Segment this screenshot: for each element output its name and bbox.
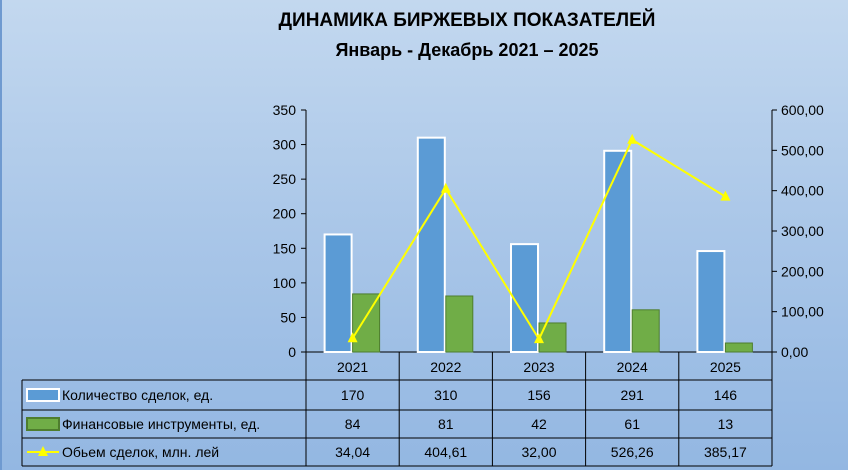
bar-instruments-2024 [631,309,660,353]
legend-label: Финансовые инструменты, ед. [62,416,260,432]
legend-key-0 [26,388,60,402]
data-label: 13 [718,416,734,432]
data-label: 310 [434,387,458,403]
marker-volume-2021 [347,332,358,343]
data-label: 84 [345,416,361,432]
left-tick-label: 250 [273,171,297,187]
bar-count-2021 [323,233,353,353]
bar-count-2022 [416,136,446,353]
data-label: 385,17 [704,444,747,460]
right-tick-label: 500,00 [781,142,824,158]
bar-count-2025 [696,250,726,353]
bar-instruments-2022 [445,295,474,353]
left-tick-label: 150 [273,240,297,256]
right-tick-label: 200,00 [781,263,824,279]
left-tick-label: 0 [288,344,296,360]
x-tick-label: 2022 [430,359,461,375]
data-label: 146 [714,387,738,403]
marker-volume-2025 [720,190,731,201]
x-tick-label: 2025 [710,359,741,375]
chart-subtitle: Январь - Декабрь 2021 – 2025 [335,40,599,60]
left-tick-label: 100 [273,275,297,291]
right-tick-label: 400,00 [781,183,824,199]
data-label: 170 [341,387,365,403]
bar-instruments-2025 [724,342,753,353]
x-tick-label: 2024 [617,359,648,375]
data-label: 61 [624,416,640,432]
bar-instruments-2023 [538,322,567,353]
legend-key-marker [38,446,48,456]
left-tick-label: 200 [273,206,297,222]
x-tick-label: 2023 [523,359,554,375]
data-label: 526,26 [611,444,654,460]
right-tick-label: 100,00 [781,304,824,320]
data-label: 32,00 [521,444,556,460]
bar-count-2023 [510,243,539,353]
left-tick-label: 50 [280,309,296,325]
data-label: 42 [531,416,547,432]
data-label: 156 [527,387,551,403]
right-tick-label: 300,00 [781,223,824,239]
left-tick-label: 350 [273,102,297,118]
marker-volume-2023 [534,333,544,344]
chart-title: ДИНАМИКА БИРЖЕВЫХ ПОКАЗАТЕЛЕЙ [278,10,656,31]
marker-volume-2022 [440,182,451,193]
data-label: 34,04 [335,444,370,460]
data-label: 81 [438,416,454,432]
left-tick-label: 300 [273,137,297,153]
x-tick-label: 2021 [337,359,368,375]
right-tick-label: 600,00 [781,102,824,118]
marker-volume-2024 [627,133,638,144]
data-label: 404,61 [424,444,467,460]
data-label: 291 [621,387,645,403]
legend-key-1 [26,417,60,431]
bar-count-2024 [603,149,633,353]
legend-label: Обьем сделок, млн. лей [62,444,219,460]
legend-label: Количество сделок, ед. [62,387,213,403]
right-tick-label: 0,00 [781,344,808,360]
